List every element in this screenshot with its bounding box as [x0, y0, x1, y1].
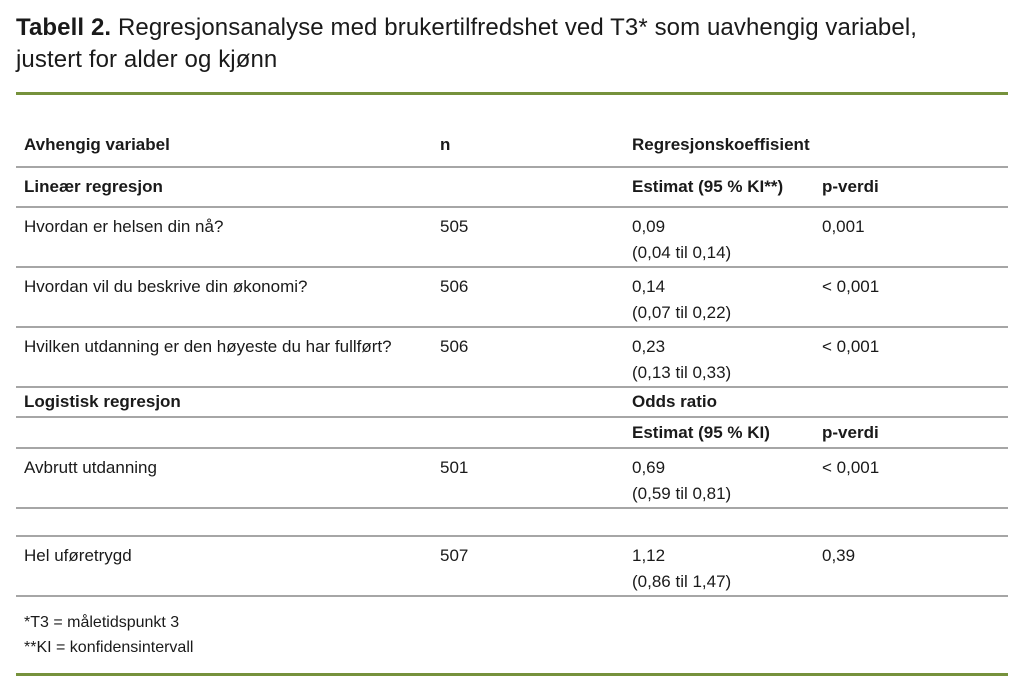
empty-cell	[432, 167, 624, 208]
empty-cell	[814, 387, 1008, 418]
table-row-economy: Hvordan vil du beskrive din økonomi? 506…	[16, 267, 1008, 328]
estimate-value: 0,14	[632, 277, 666, 296]
variable-cell: Avbrutt utdanning	[16, 448, 432, 509]
footnotes: *T3 = måletidspunkt 3 **KI = konfidensin…	[16, 610, 1008, 660]
linear-section-label: Lineær regresjon	[16, 167, 432, 208]
estimate-value: 0,23	[632, 337, 666, 356]
empty-row-cell	[16, 508, 1008, 537]
footnote-ki: **KI = konfidensintervall	[24, 639, 194, 656]
footnote-t3: *T3 = måletidspunkt 3	[24, 614, 180, 631]
odds-ratio-header: Odds ratio	[624, 387, 814, 418]
n-cell: 505	[432, 207, 624, 268]
table-title-line1: Regresjonsanalyse med brukertilfredshet …	[117, 14, 918, 41]
table-row-dropout: Avbrutt utdanning 501 0,69 (0,59 til 0,8…	[16, 448, 1008, 509]
estimate-ci: (0,04 til 0,14)	[632, 243, 732, 262]
estimate-value: 0,09	[632, 217, 666, 236]
estimate-cell: 0,69 (0,59 til 0,81)	[624, 448, 814, 509]
estimate-value: 0,69	[632, 458, 666, 477]
variable-cell: Hel uføretrygd	[16, 536, 432, 597]
n-column-header: n	[432, 95, 624, 168]
n-cell: 501	[432, 448, 624, 509]
estimate-cell: 0,09 (0,04 til 0,14)	[624, 207, 814, 268]
logistic-subheader-row: Estimat (95 % KI) p-verdi	[16, 417, 1008, 449]
logistic-estimate-header: Estimat (95 % KI)	[624, 417, 814, 449]
table-row-education: Hvilken utdanning er den høyeste du har …	[16, 327, 1008, 388]
table-title-line2: justert for alder og kjønn	[16, 46, 278, 73]
n-cell: 506	[432, 327, 624, 388]
empty-cell	[16, 417, 432, 449]
estimate-ci: (0,59 til 0,81)	[632, 484, 732, 503]
estimate-ci: (0,86 til 1,47)	[632, 572, 732, 591]
table-row-disability: Hel uføretrygd 507 1,12 (0,86 til 1,47) …	[16, 536, 1008, 597]
p-value-cell: 0,001	[814, 207, 1008, 268]
top-rule	[16, 92, 1008, 95]
estimate-cell: 0,14 (0,07 til 0,22)	[624, 267, 814, 328]
estimate-value: 1,12	[632, 546, 666, 565]
empty-header-cell	[814, 95, 1008, 168]
regression-table: Avhengig variabel n Regresjonskoeffisien…	[16, 95, 1008, 597]
linear-estimate-header: Estimat (95 % KI**)	[624, 167, 814, 208]
linear-p-header: p-verdi	[814, 167, 1008, 208]
variable-cell: Hvordan vil du beskrive din økonomi?	[16, 267, 432, 328]
p-value-cell: 0,39	[814, 536, 1008, 597]
linear-section-header-row: Lineær regresjon Estimat (95 % KI**) p-v…	[16, 167, 1008, 208]
variable-cell: Hvilken utdanning er den høyeste du har …	[16, 327, 432, 388]
logistic-section-header-row: Logistisk regresjon Odds ratio	[16, 387, 1008, 418]
estimate-ci: (0,13 til 0,33)	[632, 363, 732, 382]
variable-column-header: Avhengig variabel	[16, 95, 432, 168]
estimate-cell: 1,12 (0,86 til 1,47)	[624, 536, 814, 597]
p-value-cell: < 0,001	[814, 448, 1008, 509]
empty-cell	[432, 387, 624, 418]
estimate-ci: (0,07 til 0,22)	[632, 303, 732, 322]
p-value-cell: < 0,001	[814, 267, 1008, 328]
table-title: Tabell 2. Regresjonsanalyse med brukerti…	[16, 12, 1008, 76]
variable-cell: Hvordan er helsen din nå?	[16, 207, 432, 268]
estimate-cell: 0,23 (0,13 til 0,33)	[624, 327, 814, 388]
spacer-row	[16, 508, 1008, 537]
table-header-row: Avhengig variabel n Regresjonskoeffisien…	[16, 95, 1008, 168]
table-number: Tabell 2.	[16, 14, 112, 41]
p-value-cell: < 0,001	[814, 327, 1008, 388]
logistic-section-label: Logistisk regresjon	[16, 387, 432, 418]
coefficient-column-header: Regresjonskoeffisient	[624, 95, 814, 168]
table-row-health: Hvordan er helsen din nå? 505 0,09 (0,04…	[16, 207, 1008, 268]
logistic-p-header: p-verdi	[814, 417, 1008, 449]
n-cell: 507	[432, 536, 624, 597]
empty-cell	[432, 417, 624, 449]
n-cell: 506	[432, 267, 624, 328]
